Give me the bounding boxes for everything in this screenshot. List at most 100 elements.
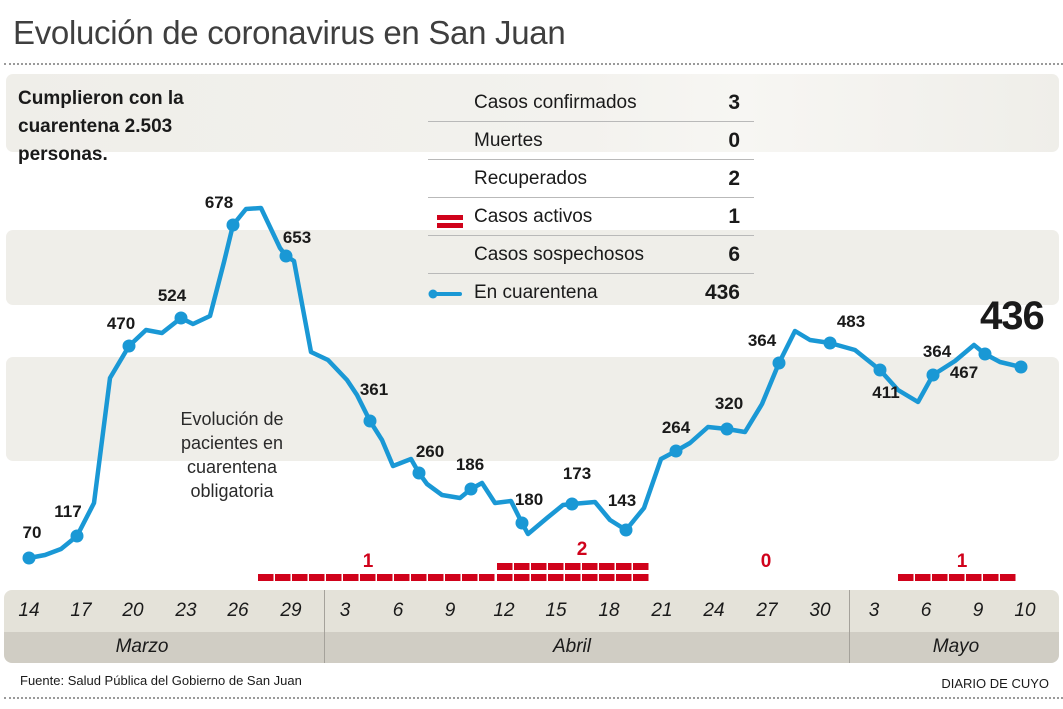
data-label: 186	[456, 455, 484, 474]
active-case-bar	[531, 574, 547, 581]
x-axis: 14 17 20 23 26 29 3 6 9 12 15 18 21 24 27 30 3 6 9 10 Marzo A…	[4, 590, 1059, 663]
x-tick-label: 3	[339, 600, 351, 621]
data-point	[926, 368, 940, 382]
legend-value: 0	[728, 129, 740, 152]
active-case-bar	[292, 574, 308, 581]
last-value-highlight: 436	[980, 294, 1045, 338]
legend-label: En cuarentena	[474, 282, 598, 303]
data-label: 364	[748, 331, 777, 350]
x-tick-label: 10	[1014, 600, 1036, 621]
x-tick-label: 3	[868, 600, 880, 621]
legend-row-suspected: Casos sospechosos 6	[428, 236, 754, 274]
month-label: Abril	[552, 636, 592, 657]
annotation-line: cuarentena	[186, 457, 278, 477]
data-point	[22, 551, 36, 565]
data-point	[720, 422, 734, 436]
legend-value: 2	[728, 167, 740, 190]
page-title: Evolución de coronavirus en San Juan	[13, 14, 566, 51]
active-case-bar	[531, 563, 547, 570]
data-label: 173	[563, 464, 591, 483]
active-case-bar	[915, 574, 931, 581]
background-band	[6, 74, 1059, 152]
x-tick-label: 6	[920, 600, 932, 621]
active-case-bar	[548, 563, 564, 570]
active-case-bar	[616, 563, 632, 570]
data-point	[464, 482, 478, 496]
annotation-line: pacientes en	[180, 433, 284, 453]
legend-value: 3	[728, 91, 740, 114]
active-case-bar	[428, 574, 444, 581]
legend-label: Muertes	[474, 130, 543, 151]
data-point	[1014, 360, 1028, 374]
x-tick-label: 17	[70, 600, 92, 621]
legend-row-deaths: Muertes 0	[428, 122, 754, 160]
publisher-brand: DIARIO DE CUYO	[941, 676, 1049, 691]
quarantine-summary: Cumplieron con la cuarentena 2.503 perso…	[18, 85, 184, 169]
month-separator	[849, 590, 850, 663]
active-case-bar	[1000, 574, 1016, 581]
active-case-bar	[479, 574, 495, 581]
data-point	[772, 356, 786, 370]
data-label: 470	[107, 314, 135, 333]
chart-annotation: Evolución de pacientes en cuarentena obl…	[164, 407, 300, 503]
active-case-bar	[582, 563, 598, 570]
active-case-bar	[343, 574, 359, 581]
data-point	[363, 414, 377, 428]
legend-label: Casos sospechosos	[474, 244, 645, 265]
active-case-bar	[275, 574, 291, 581]
data-label: 361	[360, 380, 388, 399]
data-label: 143	[608, 491, 636, 510]
data-point	[515, 516, 529, 530]
summary-line: cuarentena 2.503	[18, 116, 173, 137]
data-point	[122, 339, 136, 353]
active-case-bar	[394, 574, 410, 581]
series-line-en-cuarentena	[26, 205, 1024, 561]
active-case-bar	[599, 563, 615, 570]
active-case-bar	[462, 574, 478, 581]
data-label: 524	[158, 286, 187, 305]
legend-value: 6	[728, 243, 740, 266]
active-case-bar	[309, 574, 325, 581]
active-case-bar	[497, 563, 513, 570]
data-label: 264	[662, 418, 691, 437]
legend-label: Casos activos	[474, 206, 593, 227]
x-tick-label: 20	[122, 600, 144, 621]
active-case-bar	[898, 574, 914, 581]
data-point	[279, 249, 293, 263]
active-case-bar	[633, 563, 649, 570]
data-point	[619, 523, 633, 537]
active-case-bar	[377, 574, 393, 581]
data-labels-layer: 70 117 470 524 678 653 361 260 186 180 173 143 264 32…	[23, 193, 979, 542]
active-case-bar	[548, 574, 564, 581]
top-divider	[4, 63, 1063, 65]
active-cases-count-label: 1	[363, 551, 374, 572]
x-axis-days-strip	[4, 590, 1059, 632]
red-bars-icon	[437, 215, 463, 228]
background-band	[6, 230, 1059, 305]
active-case-bar	[514, 563, 530, 570]
month-label: Mayo	[932, 636, 980, 657]
active-case-bar	[949, 574, 965, 581]
active-cases-layer	[258, 563, 1016, 581]
x-tick-label: 27	[756, 600, 778, 621]
x-tick-label: 9	[972, 600, 984, 621]
data-label: 364	[923, 342, 952, 361]
data-label: 180	[515, 490, 543, 509]
active-case-bar	[983, 574, 999, 581]
active-cases-labels-layer: 1 2 0 1	[363, 539, 968, 572]
blue-line-dot-icon	[428, 289, 462, 299]
x-tick-label: 14	[18, 600, 40, 621]
active-case-bar	[599, 574, 615, 581]
data-point	[565, 497, 579, 511]
data-label: 467	[950, 363, 978, 382]
active-cases-count-label: 0	[761, 551, 772, 572]
active-case-bar	[326, 574, 342, 581]
active-case-bar	[633, 574, 649, 581]
data-label: 117	[54, 502, 81, 521]
active-cases-count-label: 1	[957, 551, 968, 572]
legend-row-quarantine: En cuarentena 436	[428, 274, 754, 311]
annotation-line: obligatoria	[190, 481, 274, 501]
summary-line: personas.	[18, 144, 108, 165]
data-label: 483	[837, 312, 865, 331]
data-point	[669, 444, 683, 458]
